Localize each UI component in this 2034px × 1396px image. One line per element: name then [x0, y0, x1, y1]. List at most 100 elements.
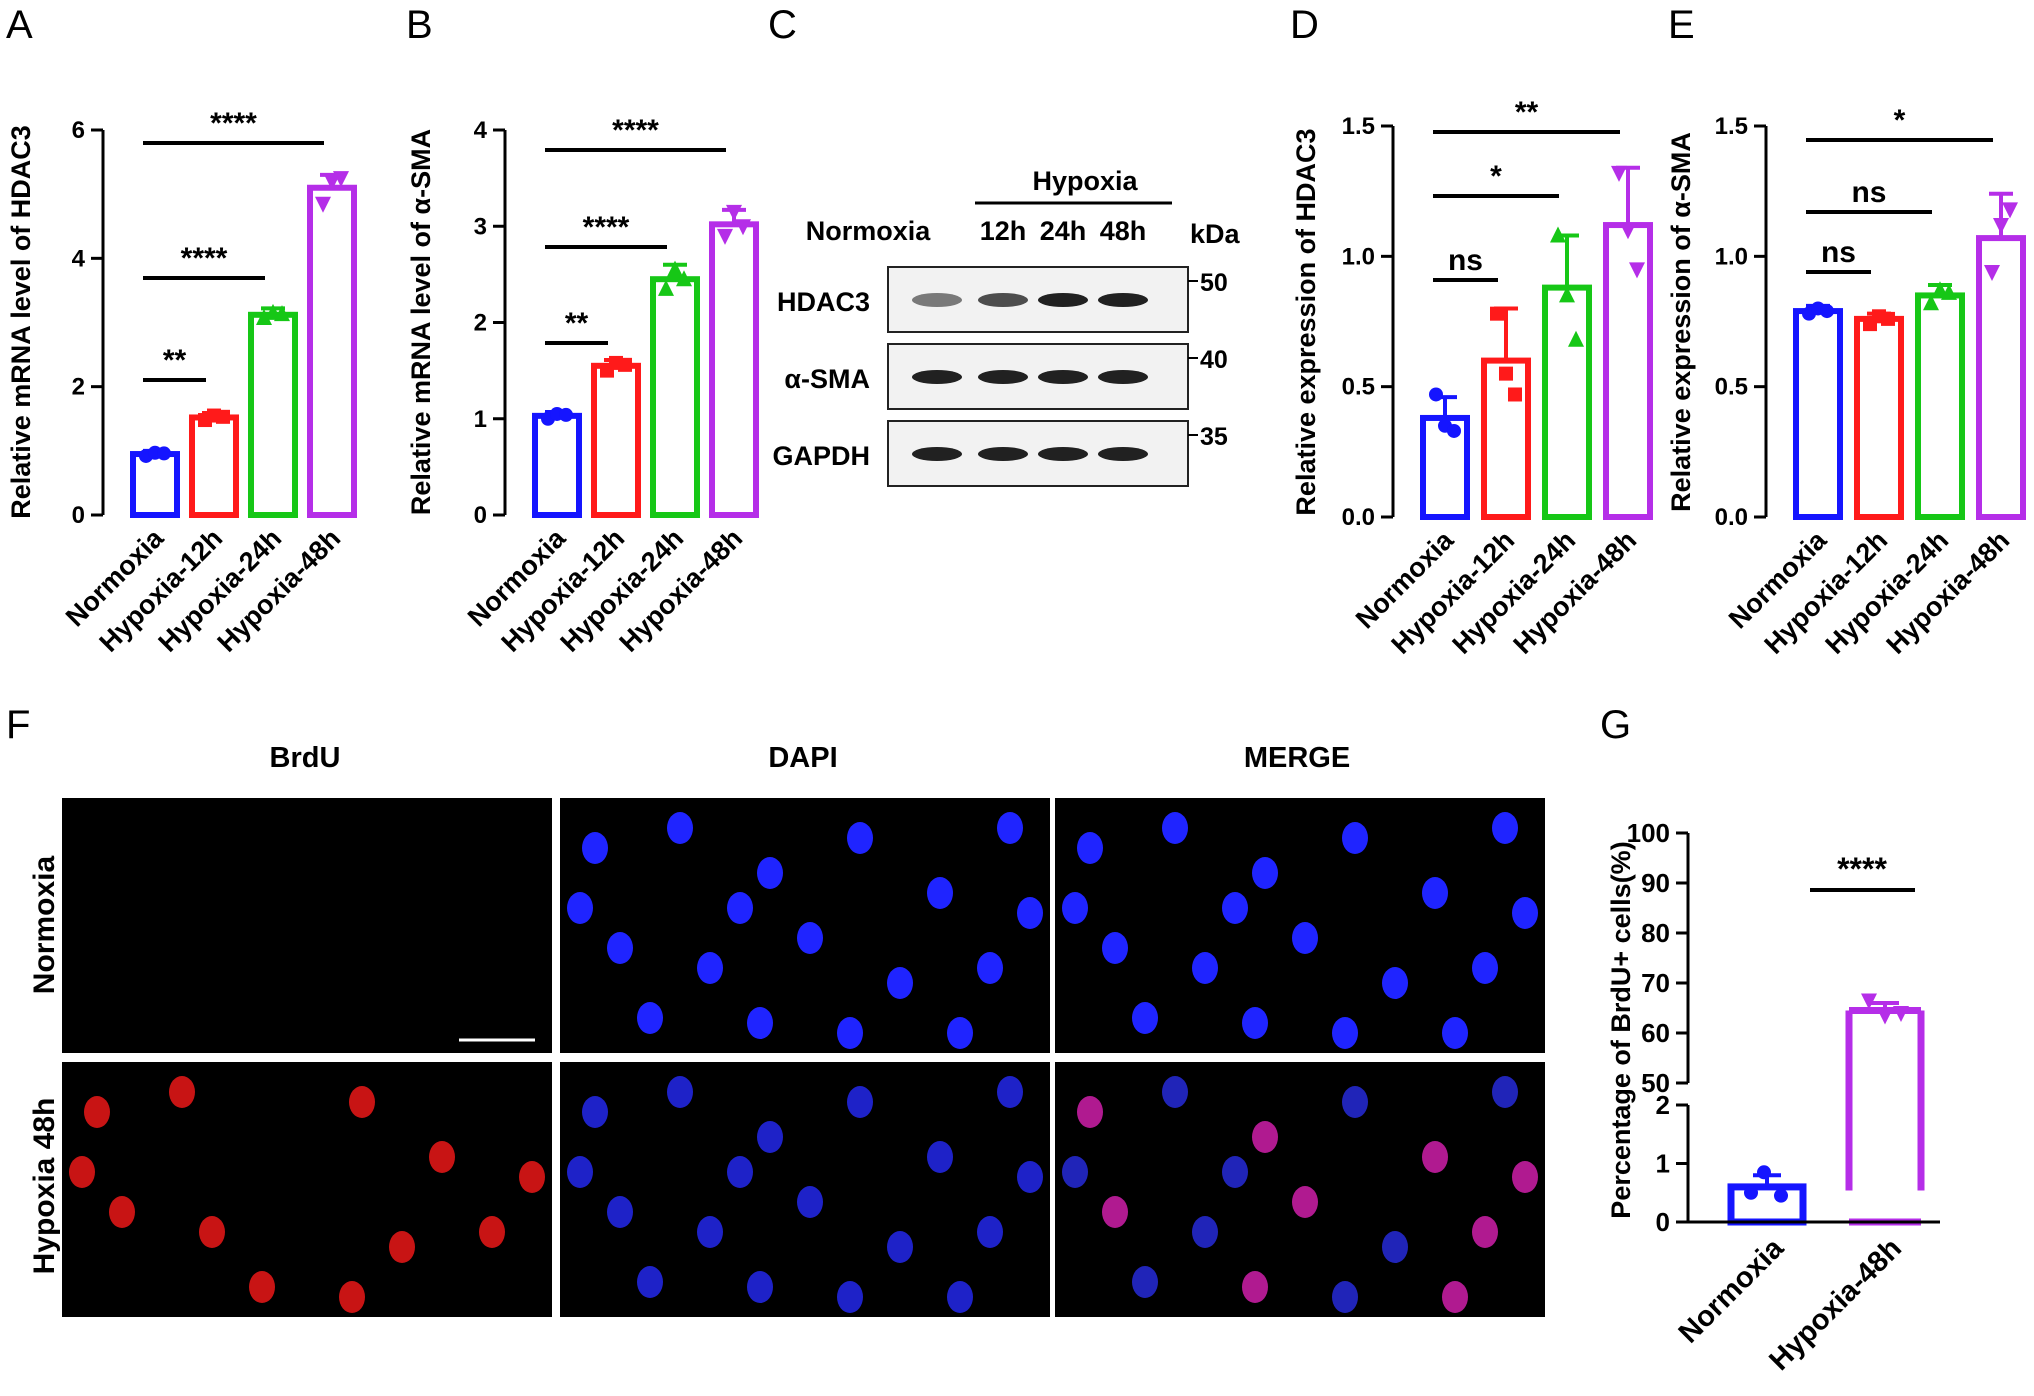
blot-row-label: α-SMA — [784, 364, 870, 394]
panel-letter-e: E — [1668, 3, 1695, 47]
micrograph — [62, 798, 552, 1053]
blot-lane-label: Normoxia — [806, 216, 932, 246]
nucleus — [1192, 952, 1218, 984]
data-point — [726, 204, 742, 221]
panel-letter-b: B — [406, 3, 433, 47]
data-point — [1629, 262, 1645, 279]
bar — [650, 276, 700, 518]
panel-letter-g: G — [1600, 703, 1631, 747]
blot-band — [978, 370, 1028, 384]
blot-band — [978, 447, 1028, 461]
y-tick-label: 0.5 — [1715, 374, 1748, 401]
nucleus — [1162, 812, 1188, 844]
nucleus — [887, 1231, 913, 1263]
y-tick-label: 1.5 — [1715, 113, 1748, 140]
nucleus — [1102, 932, 1128, 964]
blot-band — [1038, 370, 1088, 384]
nucleus — [339, 1281, 365, 1313]
y-tick-label: 50 — [1641, 1068, 1670, 1098]
nucleus — [1192, 1216, 1218, 1248]
data-point — [1447, 423, 1461, 438]
micrograph-grid: BrdU DAPI MERGE Normoxia Hypoxia 48h 20μ… — [28, 742, 1545, 1317]
nucleus — [887, 967, 913, 999]
nucleus — [389, 1231, 415, 1263]
data-point — [1774, 1188, 1788, 1203]
blot-band — [912, 447, 962, 461]
blot-band — [1098, 370, 1148, 384]
nucleus — [637, 1002, 663, 1034]
y-tick-label: 3 — [474, 213, 487, 240]
bar — [1727, 1183, 1807, 1226]
blot-kda-header: kDa — [1190, 219, 1241, 249]
data-point — [274, 305, 290, 322]
bar — [1603, 222, 1653, 520]
data-point — [1881, 311, 1895, 326]
nucleus — [199, 1216, 225, 1248]
y-tick-label: 1.0 — [1342, 243, 1375, 270]
nucleus — [927, 1141, 953, 1173]
data-point — [1568, 330, 1584, 347]
nucleus — [1382, 967, 1408, 999]
nucleus — [69, 1156, 95, 1188]
y-tick-label: 0.0 — [1715, 504, 1748, 531]
y-tick-label: 0 — [72, 502, 85, 529]
data-point — [1757, 1165, 1771, 1180]
data-point — [315, 196, 331, 213]
data-point — [333, 171, 349, 188]
nucleus — [977, 1216, 1003, 1248]
y-tick-label: 0.5 — [1342, 374, 1375, 401]
significance-label: * — [1894, 104, 1906, 137]
y-tick-label: 2 — [1656, 1090, 1670, 1120]
blot-row-label: HDAC3 — [777, 287, 870, 317]
blot-lane-label: 48h — [1100, 216, 1147, 246]
scale-bar-label: 20μm — [460, 1010, 533, 1041]
nucleus — [837, 1017, 863, 1049]
y-tick-label: 1.0 — [1715, 243, 1748, 270]
y-tick-label: 1 — [474, 406, 487, 433]
western-blot: Hypoxia Normoxia 12h 24h 48h kDa HDAC3 50… — [772, 166, 1241, 487]
bar — [532, 412, 582, 518]
nucleus — [1422, 1141, 1448, 1173]
y-tick-label: 80 — [1641, 918, 1670, 948]
data-point — [1508, 387, 1522, 402]
nucleus — [567, 1156, 593, 1188]
data-point — [1820, 304, 1834, 319]
data-point — [1877, 1008, 1893, 1025]
data-point — [1932, 281, 1948, 298]
nucleus — [582, 832, 608, 864]
bar — [1976, 235, 2026, 520]
nucleus — [1472, 952, 1498, 984]
significance-label: ** — [163, 344, 187, 377]
y-axis-label: Relative expression of α-SMA — [1666, 132, 1696, 512]
nucleus — [1077, 1096, 1103, 1128]
blot-band — [1038, 447, 1088, 461]
nucleus — [1342, 1086, 1368, 1118]
nucleus — [1017, 897, 1043, 929]
significance-label: **** — [612, 114, 659, 147]
bar — [248, 311, 298, 518]
blot-rows: HDAC3 50 α-SMA 40 GAPDH 35 — [772, 266, 1228, 487]
data-point — [735, 219, 751, 236]
bar — [189, 414, 239, 519]
data-point — [717, 228, 733, 245]
nucleus — [1242, 1271, 1268, 1303]
chart-e-asma-protein: 0.0 0.5 1.0 1.5 Relative expression of α-SMA… — [1666, 104, 2026, 660]
significance-label: ** — [565, 307, 589, 340]
nucleus — [757, 1121, 783, 1153]
panel-letter-f: F — [6, 703, 30, 747]
bar — [591, 362, 641, 518]
blot-group-label: Hypoxia — [1032, 166, 1138, 196]
data-point — [1490, 306, 1504, 321]
nucleus — [997, 812, 1023, 844]
nucleus — [607, 932, 633, 964]
bar — [1915, 292, 1965, 520]
significance-label: ** — [1515, 96, 1539, 129]
y-tick-label: 6 — [72, 117, 85, 144]
data-point — [157, 446, 171, 461]
data-point — [1499, 366, 1513, 381]
blot-marker-label: 40 — [1200, 346, 1228, 374]
data-point — [256, 309, 272, 326]
nucleus — [747, 1007, 773, 1039]
nucleus — [1492, 1076, 1518, 1108]
